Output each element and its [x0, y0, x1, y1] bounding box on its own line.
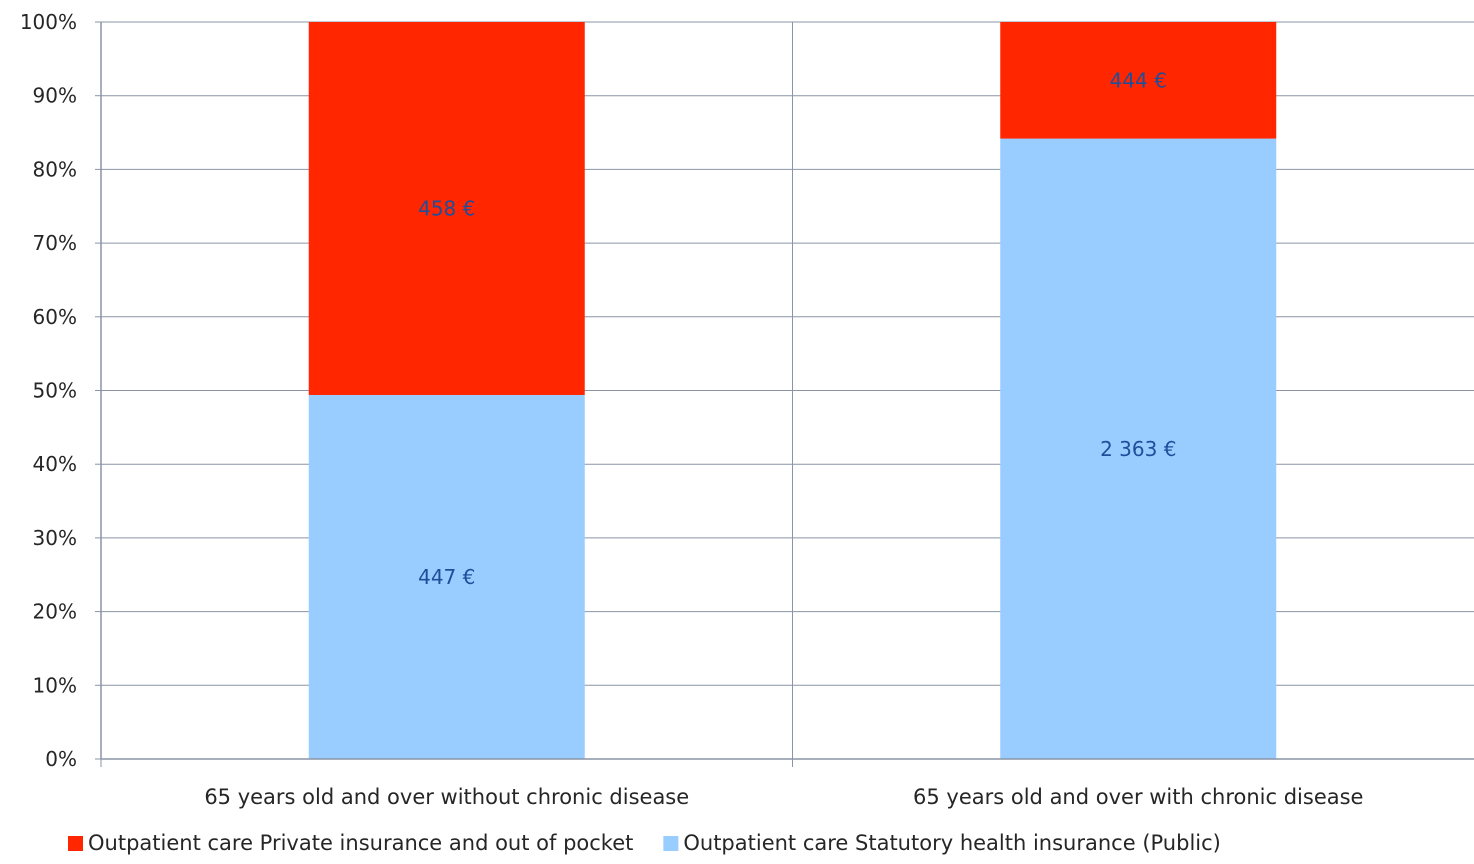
y-tick-label: 100%: [20, 10, 77, 34]
y-tick-label: 90%: [33, 84, 77, 108]
bars: [308, 22, 1277, 760]
axes: [95, 21, 1474, 760]
y-tick-label: 50%: [33, 379, 77, 403]
data-labels: 447 € 458 € 2 363 € 444 €: [418, 68, 1176, 589]
legend: Outpatient care Private insurance and ou…: [68, 831, 1221, 855]
y-tick-label: 80%: [33, 157, 77, 181]
legend-swatch: [663, 836, 679, 851]
y-axis-ticks: 0% 10% 20% 30% 40% 50% 60% 70% 80% 90% 100%: [20, 10, 77, 771]
y-tick-label: 0%: [45, 747, 77, 771]
x-axis-labels: 65 years old and over without chronic di…: [204, 785, 1363, 809]
legend-swatch: [68, 836, 83, 851]
bar-segment: [1000, 22, 1277, 139]
legend-label: Outpatient care Private insurance and ou…: [88, 831, 633, 855]
data-label: 447 €: [418, 565, 475, 589]
y-tick-label: 20%: [33, 600, 77, 624]
y-tick-label: 40%: [33, 452, 77, 476]
bar-segment: [308, 394, 585, 759]
bar-segment: [1000, 138, 1277, 760]
y-tick-label: 60%: [33, 305, 77, 329]
y-tick-label: 30%: [33, 526, 77, 550]
data-label: 2 363 €: [1100, 437, 1176, 461]
data-label: 458 €: [418, 196, 475, 220]
bar-segment: [308, 22, 585, 395]
y-tick-label: 70%: [33, 231, 77, 255]
x-category-label: 65 years old and over with chronic disea…: [913, 785, 1363, 809]
y-tick-label: 10%: [33, 673, 77, 697]
legend-label: Outpatient care Statutory health insuran…: [683, 831, 1221, 855]
data-label: 444 €: [1110, 68, 1167, 92]
x-category-label: 65 years old and over without chronic di…: [204, 785, 689, 809]
